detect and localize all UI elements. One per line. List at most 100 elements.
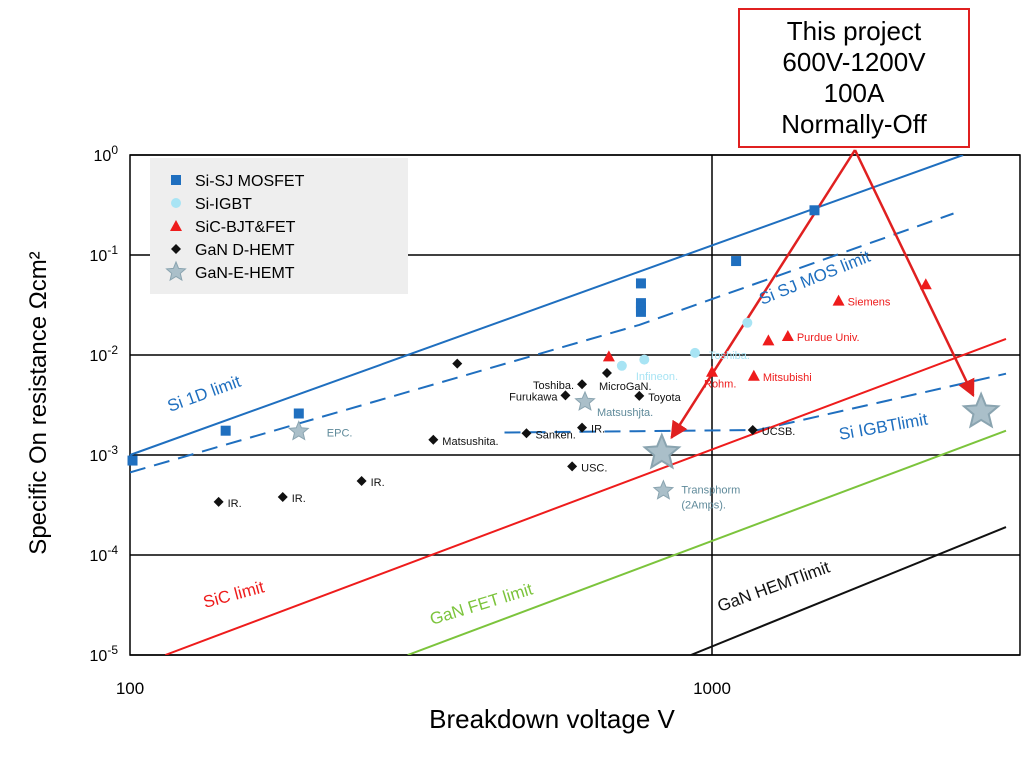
callout-line-2: 600V-1200V xyxy=(782,47,926,77)
limit-line xyxy=(504,372,1007,434)
legend-marker xyxy=(165,260,187,282)
limit-line-label: Si 1D limit xyxy=(165,372,244,416)
point-label: Toyota xyxy=(648,392,681,404)
data-point xyxy=(601,368,612,379)
data-point xyxy=(731,256,742,267)
data-point xyxy=(742,317,753,328)
data-point xyxy=(832,294,845,306)
data-point xyxy=(127,455,138,466)
limit-line-label: GaN FET limit xyxy=(428,579,536,628)
legend-label: GaN D-HEMT xyxy=(195,242,295,259)
point-label: Rohm. xyxy=(704,379,736,391)
legend-box xyxy=(150,158,408,294)
limit-lines xyxy=(130,155,1007,655)
point-label: IR. xyxy=(292,493,306,505)
point-label: Sanken. xyxy=(535,429,575,441)
data-point xyxy=(706,365,718,377)
data-point xyxy=(642,432,682,470)
data-point xyxy=(639,354,650,365)
callout-line-3: 100A xyxy=(823,78,885,108)
y-tick-label: 10-3 xyxy=(90,443,119,465)
data-point xyxy=(577,379,588,390)
data-point xyxy=(747,424,758,435)
data-point xyxy=(277,492,288,503)
legend-label: Si-SJ MOSFET xyxy=(195,173,305,190)
legend-marker xyxy=(170,220,182,231)
data-point xyxy=(288,420,310,441)
x-tick-label: 100 xyxy=(116,679,144,698)
point-label: Siemens xyxy=(848,297,891,309)
data-point xyxy=(616,360,627,371)
y-axis-label: Specific On resistance Ωcm² xyxy=(25,251,52,554)
data-point xyxy=(809,205,820,216)
data-point xyxy=(213,496,224,507)
y-tick-label: 100 xyxy=(94,143,119,165)
data-point xyxy=(634,390,645,401)
data-point xyxy=(293,408,304,419)
data-point xyxy=(747,369,760,381)
legend: Si-SJ MOSFET Si-IGBT SiC-BJT&FET GaN D-HEMT… xyxy=(150,158,408,294)
data-point xyxy=(635,278,646,289)
point-label: Infineon. xyxy=(636,371,678,383)
legend-marker xyxy=(171,175,181,185)
limit-line-label: SiC limit xyxy=(201,577,266,612)
legend-marker xyxy=(171,198,181,208)
data-point xyxy=(452,358,463,369)
point-label: Transphorm xyxy=(681,485,740,497)
point-label: IR. xyxy=(371,477,385,489)
point-label: Matsushjta. xyxy=(597,407,653,419)
legend-marker xyxy=(171,244,181,254)
point-label: MicroGaN. xyxy=(599,381,652,393)
limit-line xyxy=(164,337,1007,655)
point-label: IR. xyxy=(228,498,242,510)
limit-line xyxy=(407,429,1007,655)
data-point xyxy=(574,390,596,411)
point-label: Toshiba. xyxy=(709,350,750,362)
data-point xyxy=(567,461,578,472)
limit-line xyxy=(130,155,964,456)
data-point xyxy=(635,306,646,317)
legend-label: SiC-BJT&FET xyxy=(195,219,296,236)
data-point xyxy=(220,425,231,436)
data-point xyxy=(690,347,701,358)
data-point xyxy=(961,391,1001,429)
x-axis-label: Breakdown voltage V xyxy=(429,704,675,734)
data-point xyxy=(652,479,675,500)
project-callout: This project 600V-1200V 100A Normally-Of… xyxy=(738,8,970,148)
y-tick-label: 10-2 xyxy=(90,343,119,365)
data-point xyxy=(356,475,367,486)
data-point xyxy=(577,422,588,433)
legend-label: GaN-E-HEMT xyxy=(195,265,295,282)
point-label: Toshiba. xyxy=(533,380,574,392)
data-point xyxy=(428,434,439,445)
point-label: USC. xyxy=(581,462,607,474)
data-point xyxy=(602,350,615,362)
callout-line-1: This project xyxy=(786,16,922,46)
point-label: Mitsubishi xyxy=(763,372,812,384)
point-label: Purdue Univ. xyxy=(797,332,860,344)
callout-arrow xyxy=(670,149,857,440)
y-tick-label: 10-1 xyxy=(90,243,119,265)
data-point xyxy=(560,390,571,401)
axis-ticks: 100 10-1 10-2 10-3 10-4 10-5 100 1000 xyxy=(90,143,731,698)
callout-arrows xyxy=(670,149,975,440)
point-label: UCSB. xyxy=(762,426,796,438)
callout-arrow xyxy=(853,149,975,398)
y-tick-label: 10-4 xyxy=(90,543,119,565)
y-tick-label: 10-5 xyxy=(90,643,119,665)
grid xyxy=(129,154,1021,656)
limit-line-label: GaN HEMTlimit xyxy=(715,557,833,615)
data-point xyxy=(919,278,932,290)
data-point xyxy=(781,329,794,341)
data-points xyxy=(127,205,1001,507)
data-point xyxy=(521,428,532,439)
point-label: IR. xyxy=(591,424,605,436)
callout-line-4: Normally-Off xyxy=(781,109,927,139)
x-tick-label: 1000 xyxy=(693,679,731,698)
point-label: (2Amps). xyxy=(681,500,726,512)
point-label: Furukawa xyxy=(509,391,558,403)
data-point xyxy=(762,334,775,346)
point-label: Matsushita. xyxy=(442,436,498,448)
legend-label: Si-IGBT xyxy=(195,196,252,213)
